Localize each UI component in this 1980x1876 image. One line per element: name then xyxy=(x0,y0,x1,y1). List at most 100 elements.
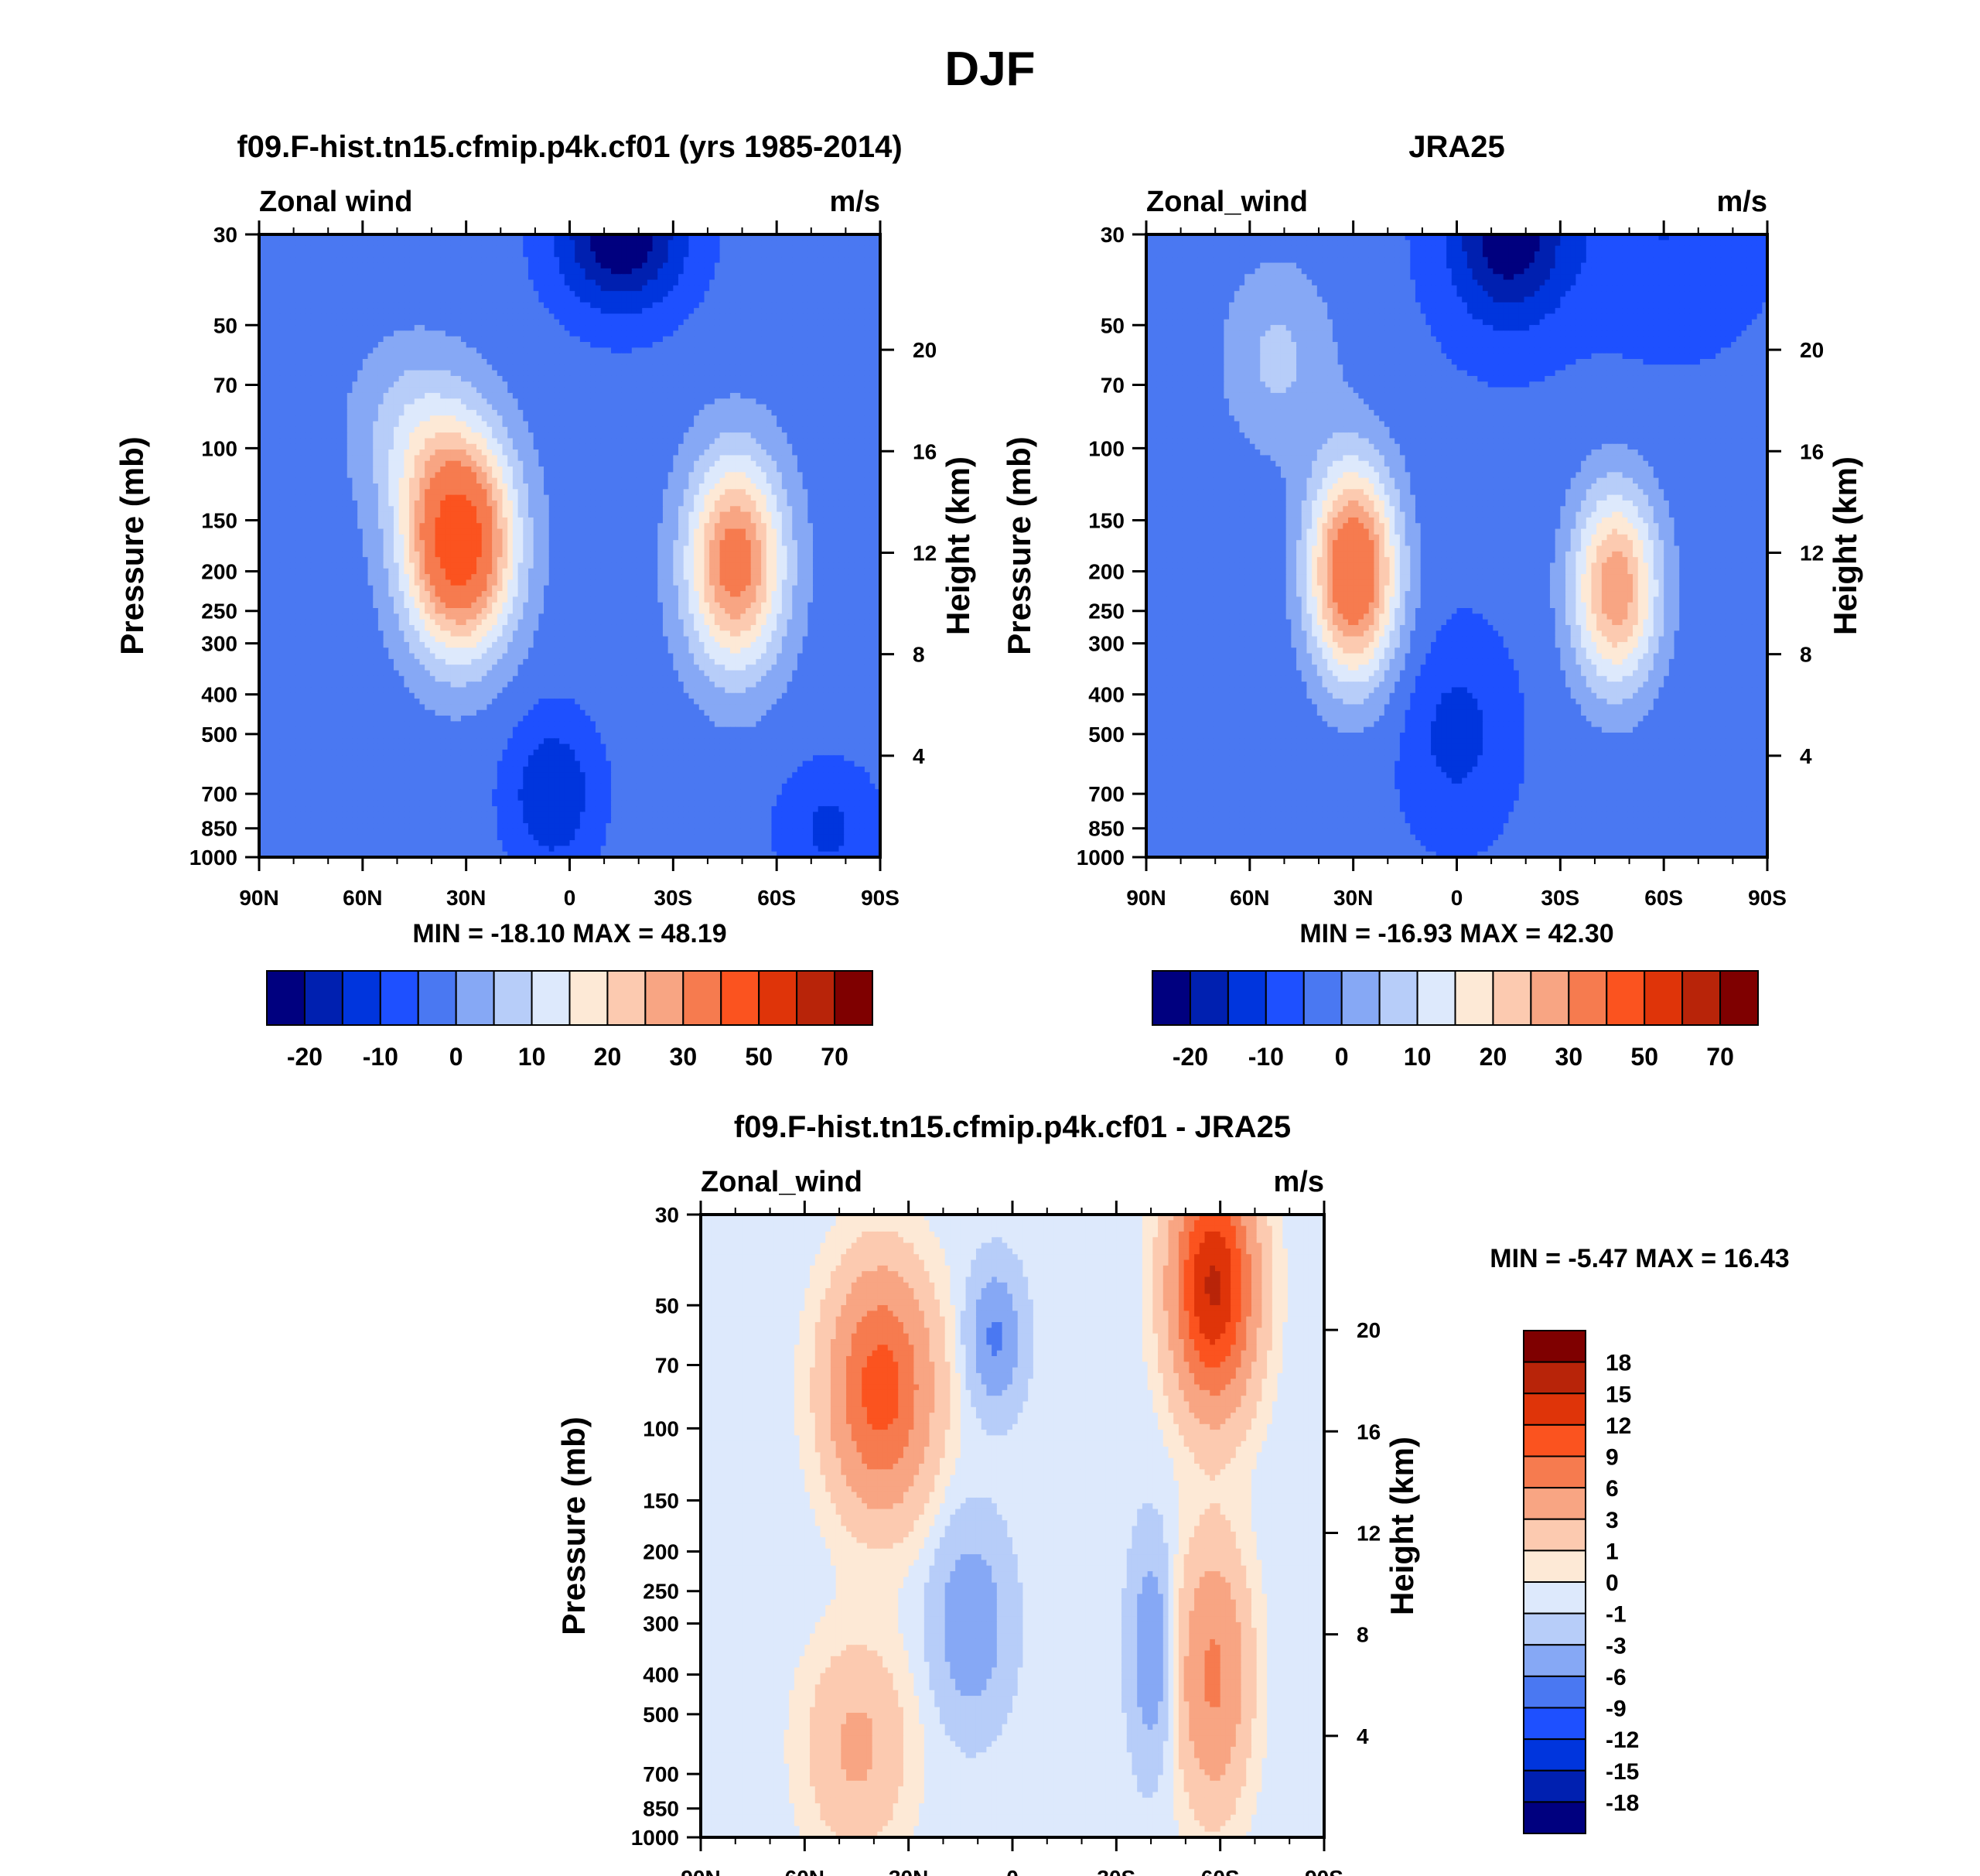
heatmap-cell xyxy=(771,257,777,263)
heatmap-cell xyxy=(306,291,311,297)
heatmap-cell xyxy=(859,325,865,331)
heatmap-cell xyxy=(730,376,736,382)
heatmap-cell xyxy=(653,268,658,275)
heatmap-cell xyxy=(295,325,301,331)
heatmap-cell xyxy=(585,257,591,263)
heatmap-cell xyxy=(777,325,782,331)
heatmap-cell xyxy=(657,398,663,405)
heatmap-cell xyxy=(280,313,285,320)
heatmap-cell xyxy=(461,274,466,280)
heatmap-cell xyxy=(430,388,435,394)
heatmap-cell xyxy=(399,251,405,258)
heatmap-cell xyxy=(280,291,285,297)
heatmap-cell xyxy=(373,381,378,388)
heatmap-cell xyxy=(865,257,870,263)
heatmap-cell xyxy=(865,388,870,394)
heatmap-cell xyxy=(657,388,663,394)
heatmap-cell xyxy=(736,354,741,360)
heatmap-cell xyxy=(740,297,746,303)
heatmap-cell xyxy=(626,342,632,348)
heatmap-cell xyxy=(399,354,405,360)
heatmap-cell xyxy=(787,251,793,258)
heatmap-cell xyxy=(368,371,374,377)
heatmap-cell xyxy=(549,268,555,275)
heatmap-cell xyxy=(549,342,555,348)
heatmap-cell xyxy=(668,320,674,326)
heatmap-cell xyxy=(777,364,782,371)
heatmap-cell xyxy=(316,342,322,348)
heatmap-cell xyxy=(419,257,425,263)
heatmap-cell xyxy=(797,285,803,292)
heatmap-cell xyxy=(435,376,441,382)
heatmap-cell xyxy=(332,240,337,246)
heatmap-cell xyxy=(694,240,699,246)
heatmap-cell xyxy=(616,325,622,331)
heatmap-cell xyxy=(419,359,425,365)
heatmap-cell xyxy=(425,320,430,326)
heatmap-cell xyxy=(580,330,585,337)
heatmap-cell xyxy=(787,364,793,371)
heatmap-cell xyxy=(673,364,678,371)
heatmap-cell xyxy=(332,263,337,269)
heatmap-cell xyxy=(870,268,876,275)
heatmap-cell xyxy=(476,393,482,399)
heatmap-cell xyxy=(616,354,622,360)
heatmap-cell xyxy=(415,257,420,263)
heatmap-cell xyxy=(730,297,736,303)
heatmap-cell xyxy=(865,371,870,377)
heatmap-cell xyxy=(653,320,658,326)
heatmap-cell xyxy=(803,405,808,411)
heatmap-cell xyxy=(797,280,803,286)
heatmap-cell xyxy=(647,251,653,258)
heatmap-cell xyxy=(280,354,285,360)
heatmap-cell xyxy=(736,257,741,263)
heatmap-cell xyxy=(637,347,642,354)
heatmap-cell xyxy=(803,354,808,360)
heatmap-cell xyxy=(497,308,503,314)
heatmap-cell xyxy=(311,274,316,280)
heatmap-cell xyxy=(523,280,528,286)
heatmap-cell xyxy=(342,240,347,246)
heatmap-cell xyxy=(440,285,446,292)
heatmap-cell xyxy=(803,302,808,309)
heatmap-cell xyxy=(513,263,518,269)
heatmap-cell xyxy=(565,393,570,399)
heatmap-cell xyxy=(357,354,363,360)
heatmap-cell xyxy=(859,330,865,337)
heatmap-cell xyxy=(336,405,342,411)
heatmap-cell xyxy=(606,354,611,360)
heatmap-cell xyxy=(632,376,637,382)
heatmap-cell xyxy=(787,246,793,252)
heatmap-cell xyxy=(606,291,611,297)
heatmap-cell xyxy=(668,398,674,405)
heatmap-cell xyxy=(870,342,876,348)
heatmap-cell xyxy=(409,405,415,411)
heatmap-cell xyxy=(746,347,751,354)
heatmap-cell xyxy=(838,347,844,354)
heatmap-cell xyxy=(352,354,357,360)
heatmap-cell xyxy=(409,359,415,365)
heatmap-cell xyxy=(523,398,528,405)
heatmap-cell xyxy=(507,376,513,382)
heatmap-cell xyxy=(295,297,301,303)
heatmap-cell xyxy=(859,291,865,297)
heatmap-cell xyxy=(642,268,647,275)
heatmap-cell xyxy=(694,405,699,411)
heatmap-cell xyxy=(838,342,844,348)
heatmap-cell xyxy=(446,240,451,246)
heatmap-cell xyxy=(601,291,606,297)
heatmap-cell xyxy=(637,297,642,303)
heatmap-cell xyxy=(663,347,668,354)
heatmap-cell xyxy=(419,330,425,337)
heatmap-cell xyxy=(590,263,596,269)
heatmap-cell xyxy=(357,359,363,365)
heatmap-cell xyxy=(404,280,409,286)
heatmap-cell xyxy=(668,359,674,365)
heatmap-cell xyxy=(544,388,549,394)
heatmap-cell xyxy=(807,330,813,337)
heatmap-cell xyxy=(740,359,746,365)
heatmap-cell xyxy=(668,291,674,297)
heatmap-cell xyxy=(803,337,808,343)
heatmap-cell xyxy=(626,291,632,297)
heatmap-cell xyxy=(373,297,378,303)
